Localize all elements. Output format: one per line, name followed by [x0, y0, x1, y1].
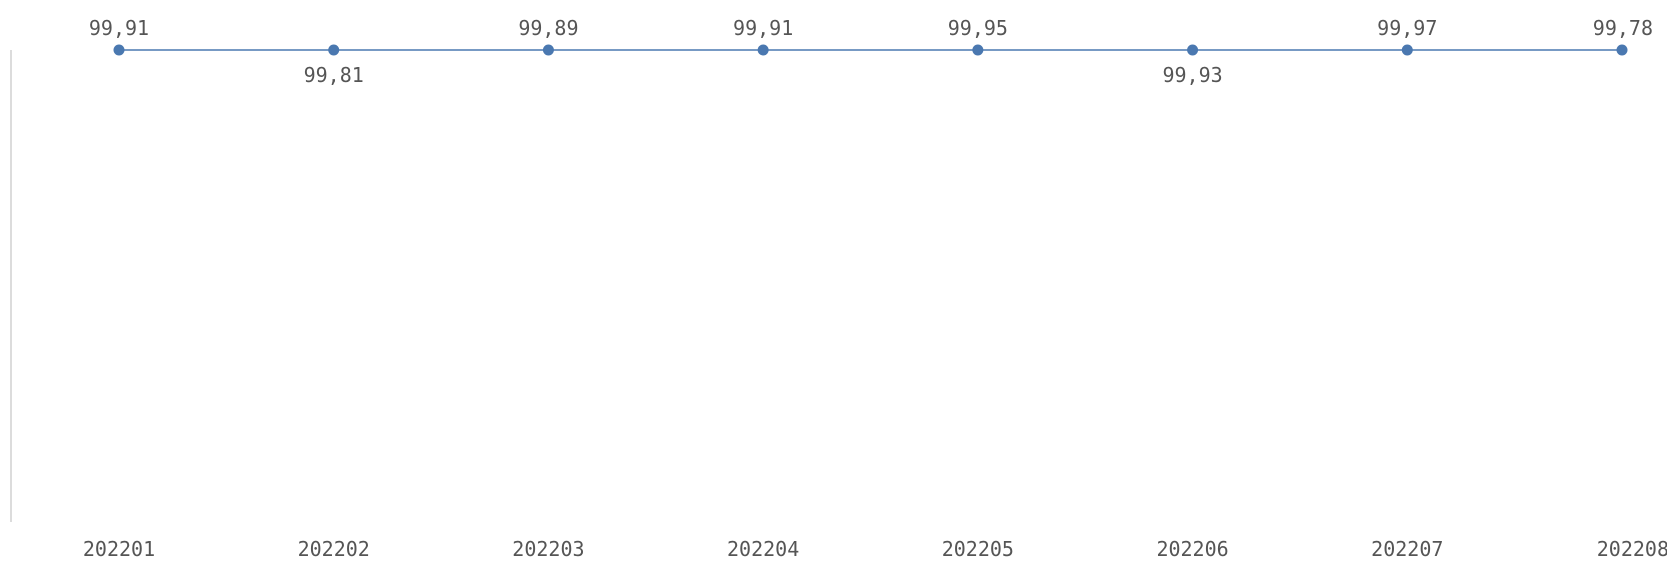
data-label: 99,89: [518, 16, 578, 40]
x-tick-label: 202205: [942, 537, 1014, 561]
x-axis-tick-labels: 202201 202202 202203 202204 202205 202206 2022…: [83, 537, 1667, 561]
x-tick-label: 202207: [1371, 537, 1443, 561]
data-point[interactable]: [1616, 44, 1628, 56]
series-group: [113, 44, 1628, 56]
data-label: 99,91: [89, 16, 149, 40]
data-point[interactable]: [1401, 44, 1413, 56]
x-tick-label: 202201: [83, 537, 155, 561]
data-label: 99,97: [1377, 16, 1437, 40]
x-tick-label: 202204: [727, 537, 799, 561]
data-label: 99,81: [304, 63, 364, 87]
data-label: 99,95: [948, 16, 1008, 40]
x-tick-label: 202206: [1156, 537, 1228, 561]
data-point[interactable]: [1187, 44, 1199, 56]
x-tick-label: 202208: [1597, 537, 1667, 561]
data-point[interactable]: [757, 44, 769, 56]
data-label: 99,78: [1593, 16, 1653, 40]
data-point[interactable]: [113, 44, 125, 56]
x-tick-label: 202203: [512, 537, 584, 561]
data-label: 99,91: [733, 16, 793, 40]
data-point[interactable]: [542, 44, 554, 56]
data-labels-group: 99,91 99,81 99,89 99,91 99,95 99,93 99,97 99,78: [89, 16, 1653, 87]
data-point[interactable]: [328, 44, 340, 56]
data-point[interactable]: [972, 44, 984, 56]
data-label: 99,93: [1162, 63, 1222, 87]
x-tick-label: 202202: [298, 537, 370, 561]
